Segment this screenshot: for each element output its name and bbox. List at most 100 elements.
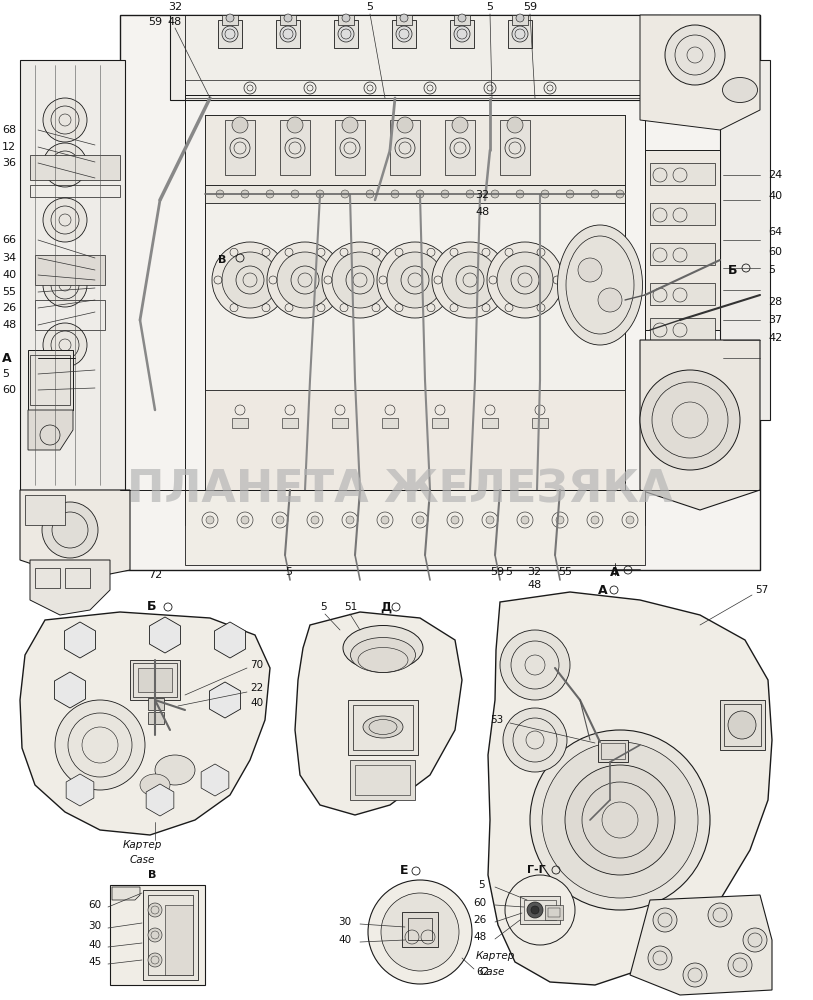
Circle shape — [241, 190, 249, 198]
Bar — [30, 185, 120, 197]
Bar — [720, 60, 770, 420]
Polygon shape — [28, 410, 73, 450]
Text: 57: 57 — [755, 585, 768, 595]
Circle shape — [366, 190, 374, 198]
Circle shape — [728, 711, 756, 739]
Bar — [353, 705, 413, 750]
Text: 48: 48 — [475, 207, 489, 217]
Text: Е: Е — [400, 864, 408, 878]
Text: 34: 34 — [2, 253, 16, 263]
Bar — [454, 15, 470, 25]
Text: 60: 60 — [473, 898, 486, 908]
Text: Д: Д — [380, 600, 391, 613]
Bar — [218, 20, 242, 48]
Bar — [720, 700, 765, 750]
Circle shape — [743, 928, 767, 952]
Circle shape — [441, 190, 449, 198]
Circle shape — [222, 26, 238, 42]
Circle shape — [148, 928, 162, 942]
Bar — [645, 150, 720, 330]
Text: 22: 22 — [250, 683, 263, 693]
Text: 70: 70 — [250, 660, 263, 670]
Circle shape — [640, 370, 740, 470]
Bar — [232, 418, 248, 428]
Bar — [524, 900, 556, 920]
Circle shape — [505, 875, 575, 945]
Circle shape — [216, 190, 224, 198]
Circle shape — [206, 516, 214, 524]
Bar — [28, 350, 73, 410]
Text: 26: 26 — [473, 915, 486, 925]
Circle shape — [391, 190, 399, 198]
Bar — [650, 203, 715, 225]
Polygon shape — [54, 672, 85, 708]
Bar — [148, 895, 193, 975]
Text: 12: 12 — [2, 142, 16, 152]
Text: 59: 59 — [148, 17, 162, 27]
Circle shape — [397, 117, 413, 133]
Circle shape — [531, 906, 539, 914]
Bar — [138, 668, 172, 692]
Bar — [532, 418, 548, 428]
Text: 5: 5 — [486, 2, 493, 12]
Bar — [548, 908, 560, 917]
Text: ПЛАНЕТА ЖЕЛЕЗЯКА: ПЛАНЕТА ЖЕЛЕЗЯКА — [127, 468, 673, 512]
Text: А: А — [610, 566, 620, 578]
Text: В: В — [148, 870, 156, 880]
Text: В: В — [218, 255, 226, 265]
Polygon shape — [210, 682, 241, 718]
Circle shape — [267, 242, 343, 318]
Circle shape — [565, 765, 675, 875]
Polygon shape — [146, 784, 174, 816]
Circle shape — [541, 190, 549, 198]
Text: 40: 40 — [88, 940, 101, 950]
Circle shape — [55, 700, 145, 790]
Text: 40: 40 — [338, 935, 351, 945]
Bar — [165, 905, 193, 975]
Bar — [432, 418, 448, 428]
Circle shape — [387, 252, 443, 308]
Circle shape — [530, 730, 710, 910]
Text: ПЛАНЕТА ЖЕЛЕЗЯКА: ПЛАНЕТА ЖЕЛЕЗЯКА — [127, 468, 673, 512]
Text: 5: 5 — [320, 602, 327, 612]
Circle shape — [487, 242, 563, 318]
Text: 48: 48 — [527, 580, 541, 590]
Bar — [222, 15, 238, 25]
Circle shape — [381, 516, 389, 524]
Circle shape — [338, 26, 354, 42]
Text: 30: 30 — [338, 917, 351, 927]
Circle shape — [578, 258, 602, 282]
Text: Г-Г: Г-Г — [527, 865, 546, 875]
Bar — [185, 15, 645, 95]
Bar — [408, 918, 432, 940]
Text: Case: Case — [480, 967, 506, 977]
Text: 64: 64 — [768, 227, 782, 237]
Text: Б: Б — [728, 263, 737, 276]
Circle shape — [226, 14, 234, 22]
Ellipse shape — [350, 638, 415, 672]
Circle shape — [616, 190, 624, 198]
Text: 40: 40 — [768, 191, 782, 201]
Circle shape — [222, 252, 278, 308]
Circle shape — [316, 190, 324, 198]
Circle shape — [287, 117, 303, 133]
Bar — [650, 283, 715, 305]
Bar — [355, 765, 410, 795]
Circle shape — [626, 516, 634, 524]
Polygon shape — [640, 15, 760, 130]
Polygon shape — [150, 617, 180, 653]
Bar — [30, 355, 70, 405]
Circle shape — [346, 516, 354, 524]
Circle shape — [432, 242, 508, 318]
Text: 5: 5 — [2, 369, 9, 379]
Bar — [170, 15, 670, 100]
Circle shape — [521, 516, 529, 524]
Circle shape — [42, 502, 98, 558]
Ellipse shape — [343, 626, 423, 670]
Circle shape — [416, 190, 424, 198]
Text: 48: 48 — [2, 320, 16, 330]
Bar — [25, 495, 65, 525]
Ellipse shape — [155, 755, 195, 785]
Polygon shape — [64, 622, 96, 658]
Circle shape — [598, 288, 622, 312]
